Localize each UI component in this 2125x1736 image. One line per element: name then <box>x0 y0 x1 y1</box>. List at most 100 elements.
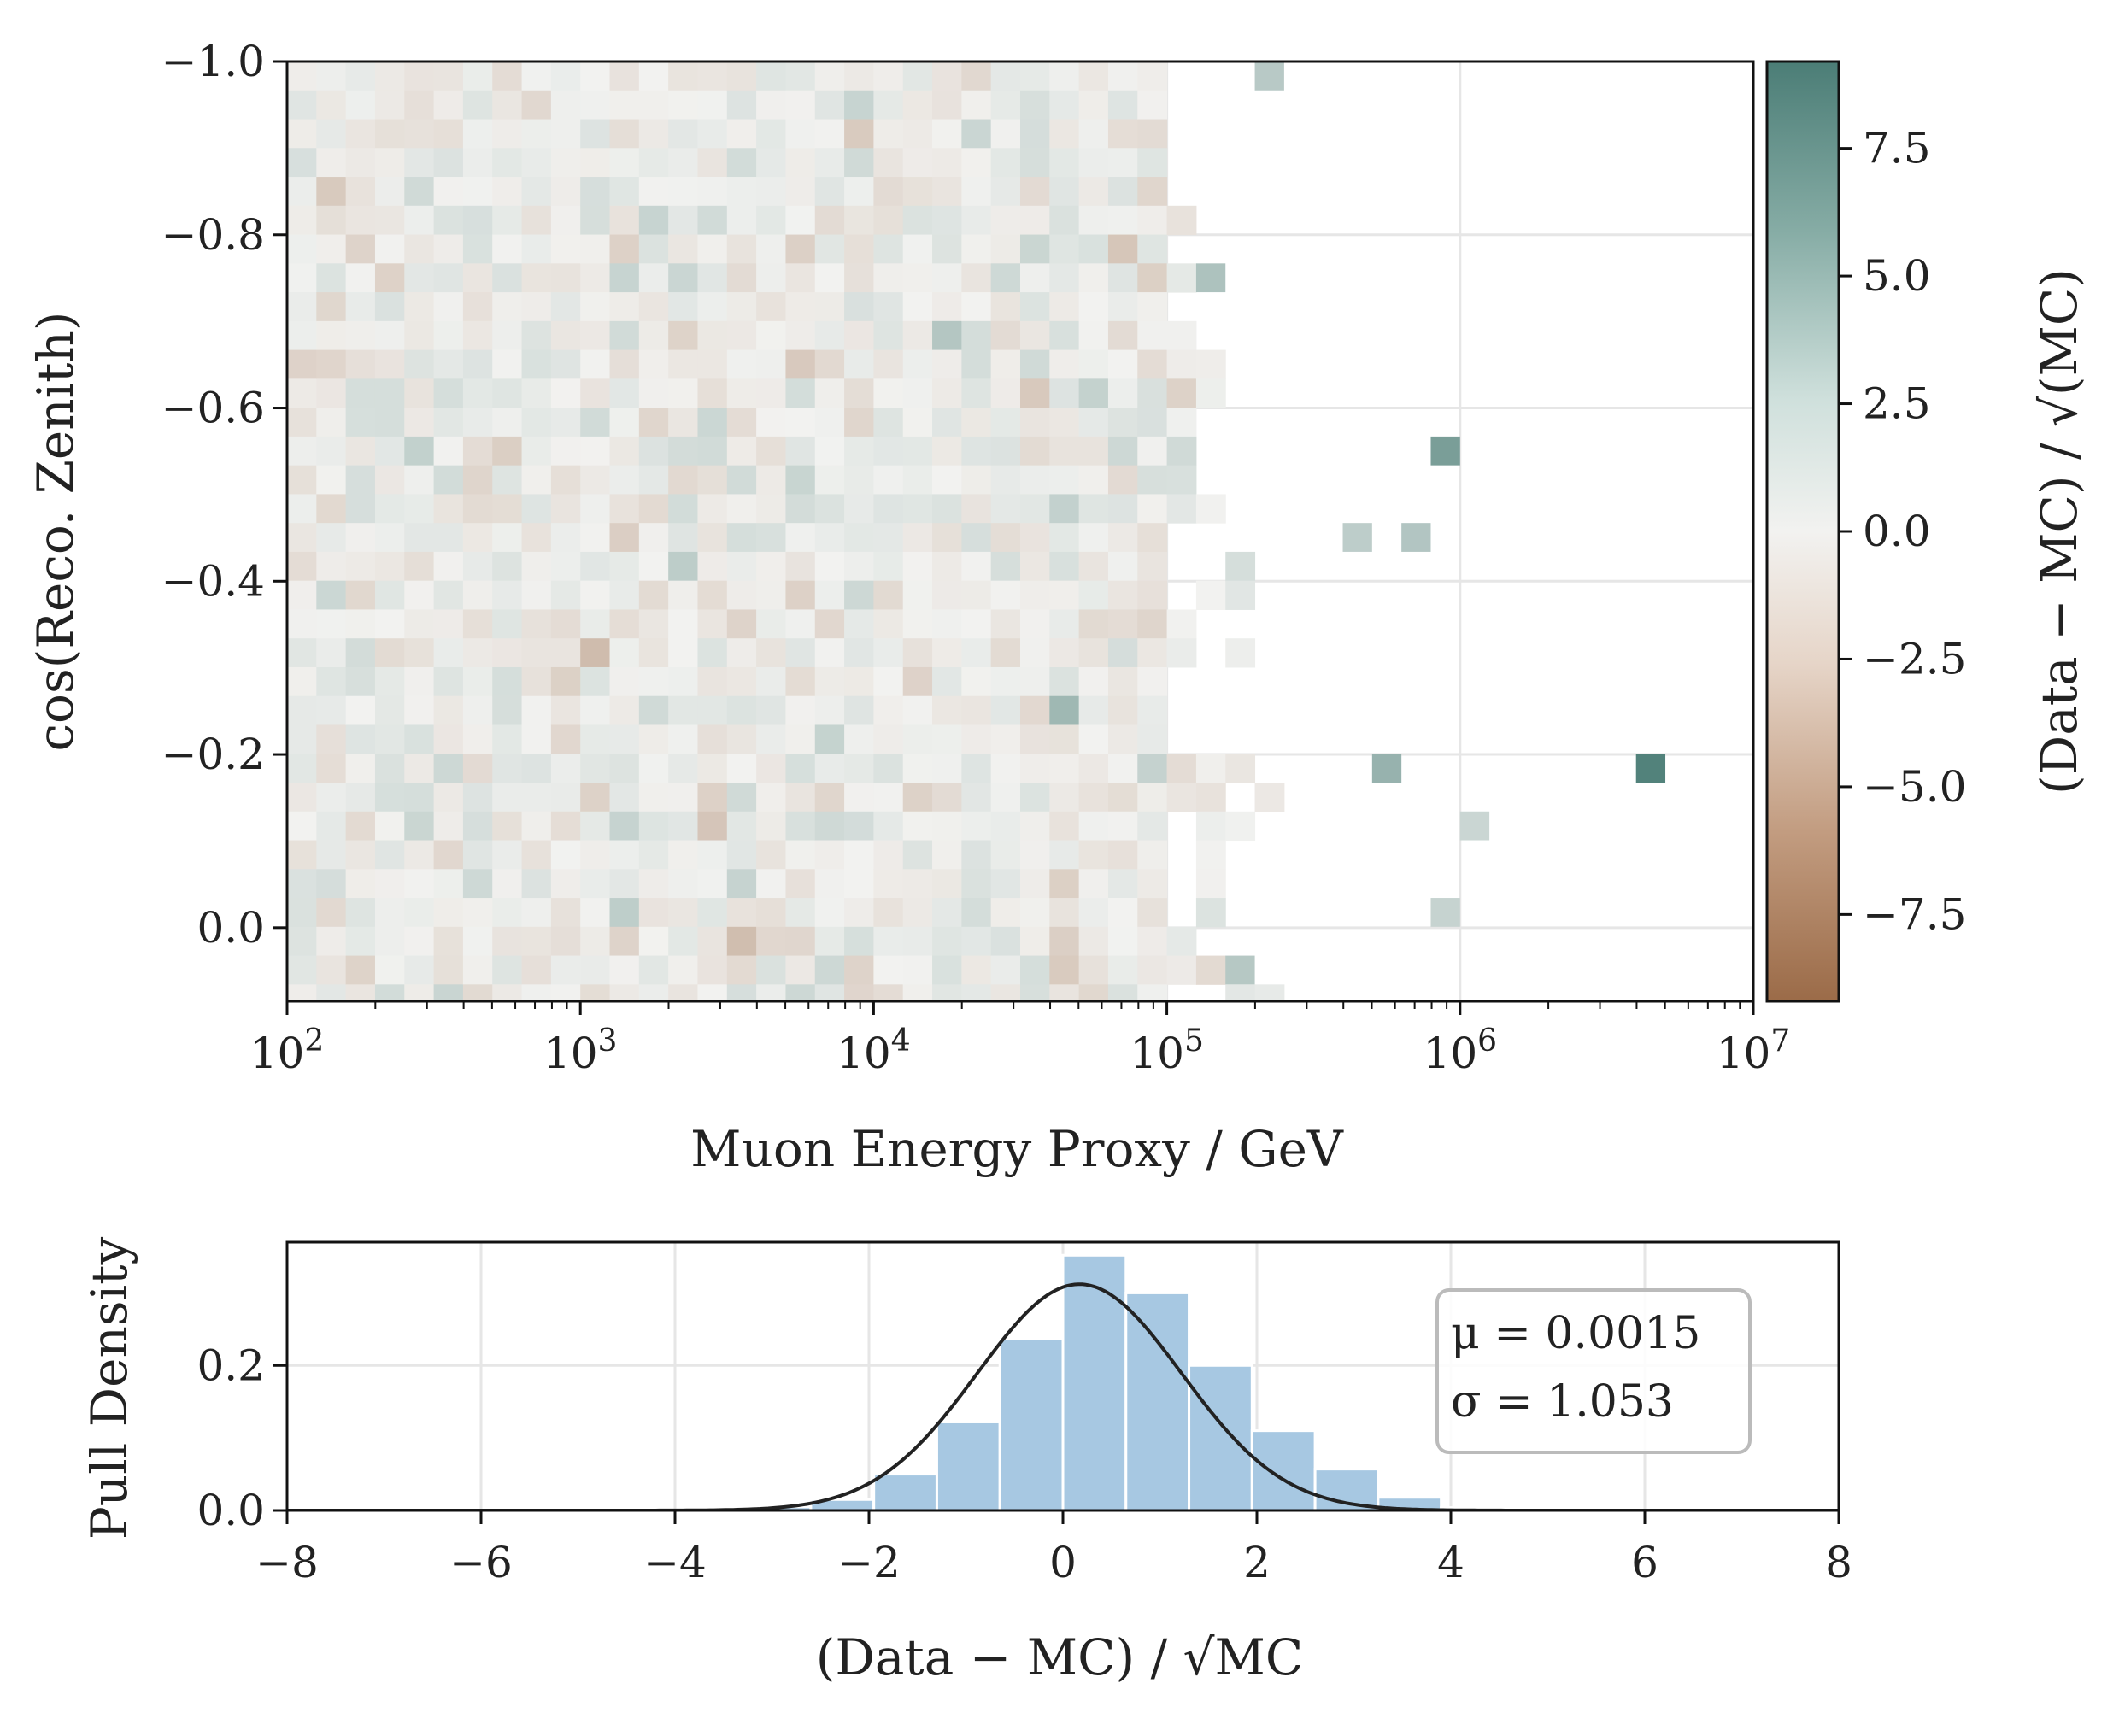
heatmap-cell <box>726 926 757 957</box>
heatmap-cell <box>374 666 405 697</box>
heatmap-cell <box>1107 62 1138 91</box>
heatmap-cell <box>609 695 640 725</box>
heatmap-cell <box>433 320 464 351</box>
heatmap-cell <box>550 177 581 207</box>
heatmap-cell <box>1166 320 1197 351</box>
heatmap-cell <box>1166 436 1197 466</box>
heatmap-cell <box>726 955 757 985</box>
heatmap-cell <box>814 523 845 553</box>
heatmap-cell <box>990 436 1021 466</box>
histogram-bar <box>998 1337 1065 1510</box>
heatmap-cell <box>814 783 845 812</box>
heatmap-cell <box>873 724 904 754</box>
heatmap-cell <box>492 90 523 120</box>
heatmap-cell <box>726 609 757 639</box>
heatmap-cell <box>316 811 347 842</box>
heatmap-cell <box>374 898 405 928</box>
heatmap-cell <box>521 666 552 697</box>
heatmap-cell <box>1020 523 1050 553</box>
heatmap-cell <box>1049 90 1080 120</box>
heatmap-cell <box>814 580 845 610</box>
heatmap-cell <box>287 551 317 582</box>
heatmap-cell <box>726 638 757 668</box>
heatmap-cell <box>668 408 698 437</box>
heatmap-cell <box>1137 263 1168 293</box>
heatmap-cell <box>316 436 347 466</box>
heatmap-cell <box>492 205 523 236</box>
heatmap-cell <box>902 408 933 437</box>
heatmap-cell <box>1078 926 1109 957</box>
heatmap-cell <box>433 724 464 754</box>
heatmap-cell <box>961 292 992 322</box>
heatmap-cell <box>374 551 405 582</box>
heatmap-cell <box>492 695 523 725</box>
fit-stats-box-frame <box>1435 1288 1752 1454</box>
heatmap-cell <box>932 609 962 639</box>
heatmap-cell <box>697 580 728 610</box>
heatmap-cell <box>550 754 581 783</box>
heatmap-cell <box>609 811 640 842</box>
heatmap-cell <box>1107 234 1138 264</box>
heatmap-cell <box>1137 408 1168 437</box>
heatmap-cell <box>873 984 904 1001</box>
heatmap-cell <box>1137 148 1168 178</box>
heatmap-cell <box>492 811 523 842</box>
heatmap-cell <box>433 465 464 495</box>
heatmap-cell <box>316 234 347 264</box>
heatmap-cell <box>433 869 464 899</box>
heatmap-cell <box>462 408 493 437</box>
heatmap-cell <box>287 695 317 725</box>
heatmap-cell <box>345 465 376 495</box>
heatmap-cell <box>814 378 845 408</box>
heatmap-cell <box>1020 90 1050 120</box>
heatmap-cell <box>961 955 992 985</box>
heatmap-cell <box>873 378 904 408</box>
fit-stats-box: μ = 0.0015 σ = 1.053 <box>1435 1288 1752 1454</box>
heatmap-cell <box>433 523 464 553</box>
heatmap-cell <box>726 695 757 725</box>
heatmap-cell <box>961 465 992 495</box>
heatmap-cell <box>1078 378 1109 408</box>
heatmap-cell <box>1195 811 1226 842</box>
heatmap-cell <box>873 609 904 639</box>
heatmap-cell <box>316 898 347 928</box>
heatmap-cell <box>844 898 874 928</box>
heatmap-cell <box>902 869 933 899</box>
heatmap-cell <box>492 898 523 928</box>
heatmap-cell <box>521 523 552 553</box>
heatmap-cell <box>1078 408 1109 437</box>
heatmap-cell <box>433 666 464 697</box>
heatmap-cell <box>638 638 669 668</box>
heatmap-cell <box>345 783 376 812</box>
heatmap-cell <box>433 898 464 928</box>
heatmap-cell <box>638 580 669 610</box>
heatmap-cell <box>1195 869 1226 899</box>
heatmap-cell <box>462 638 493 668</box>
histogram-x-tick-label: 4 <box>1437 1538 1465 1587</box>
heatmap-cell <box>1137 840 1168 870</box>
heatmap-cell <box>462 783 493 812</box>
heatmap-cell <box>433 148 464 178</box>
heatmap-cell <box>961 436 992 466</box>
heatmap-cell <box>638 465 669 495</box>
heatmap-cell <box>932 119 962 149</box>
heatmap-cell <box>521 436 552 466</box>
heatmap-cell <box>785 523 816 553</box>
heatmap-cell <box>932 205 962 236</box>
heatmap-cell <box>756 119 786 149</box>
heatmap-cell <box>1020 177 1050 207</box>
heatmap-cell <box>990 292 1021 322</box>
heatmap-cell <box>638 926 669 957</box>
histogram-bar <box>1124 1291 1191 1510</box>
heatmap-cell <box>1137 62 1168 91</box>
heatmap-cell <box>756 580 786 610</box>
heatmap-cell <box>345 926 376 957</box>
heatmap-cell <box>814 724 845 754</box>
heatmap-cell <box>1049 349 1080 379</box>
heatmap-cell <box>492 609 523 639</box>
heatmap-cell <box>726 984 757 1001</box>
heatmap-cell <box>287 926 317 957</box>
heatmap-cell <box>492 494 523 524</box>
heatmap-cell <box>961 90 992 120</box>
heatmap-cell <box>1137 292 1168 322</box>
